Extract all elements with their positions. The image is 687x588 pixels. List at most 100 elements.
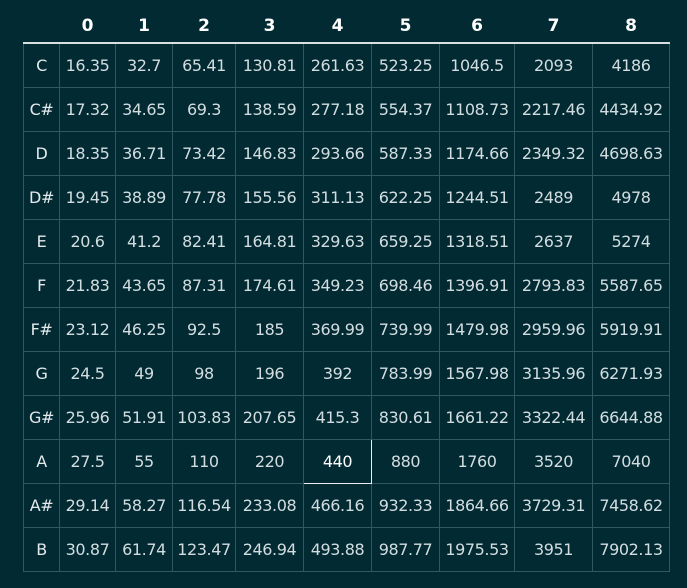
frequency-cell[interactable]: 369.99	[303, 307, 372, 352]
frequency-cell[interactable]: 7902.13	[592, 527, 670, 572]
frequency-cell[interactable]: 830.61	[371, 395, 440, 440]
frequency-cell[interactable]: 36.71	[115, 131, 173, 176]
frequency-cell[interactable]: 3520	[514, 439, 593, 484]
frequency-cell[interactable]: 164.81	[235, 219, 304, 264]
frequency-cell[interactable]: 196	[235, 351, 304, 396]
frequency-cell[interactable]: 554.37	[371, 87, 440, 132]
frequency-cell[interactable]: 2217.46	[514, 87, 593, 132]
frequency-cell[interactable]: 98	[172, 351, 236, 396]
frequency-cell[interactable]: 277.18	[303, 87, 372, 132]
frequency-cell[interactable]: 1244.51	[439, 175, 515, 220]
frequency-cell[interactable]: 207.65	[235, 395, 304, 440]
frequency-cell[interactable]: 4186	[592, 42, 670, 88]
frequency-cell[interactable]: 116.54	[172, 483, 236, 528]
frequency-cell[interactable]: 155.56	[235, 175, 304, 220]
frequency-cell[interactable]: 987.77	[371, 527, 440, 572]
frequency-cell[interactable]: 392	[303, 351, 372, 396]
frequency-cell[interactable]: 3135.96	[514, 351, 593, 396]
frequency-cell[interactable]: 1108.73	[439, 87, 515, 132]
frequency-cell[interactable]: 138.59	[235, 87, 304, 132]
frequency-cell[interactable]: 174.61	[235, 263, 304, 308]
frequency-cell[interactable]: 3322.44	[514, 395, 593, 440]
frequency-cell[interactable]: 220	[235, 439, 304, 484]
frequency-cell[interactable]: 61.74	[115, 527, 173, 572]
frequency-cell[interactable]: 2349.32	[514, 131, 593, 176]
frequency-cell[interactable]: 19.45	[59, 175, 116, 220]
frequency-cell[interactable]: 5587.65	[592, 263, 670, 308]
frequency-cell[interactable]: 246.94	[235, 527, 304, 572]
frequency-cell[interactable]: 739.99	[371, 307, 440, 352]
frequency-cell[interactable]: 5919.91	[592, 307, 670, 352]
frequency-cell[interactable]: 2959.96	[514, 307, 593, 352]
frequency-cell[interactable]: 38.89	[115, 175, 173, 220]
frequency-cell[interactable]: 1760	[439, 439, 515, 484]
frequency-cell[interactable]: 659.25	[371, 219, 440, 264]
frequency-cell[interactable]: 1661.22	[439, 395, 515, 440]
frequency-cell[interactable]: 493.88	[303, 527, 372, 572]
frequency-cell-selected[interactable]: 440	[303, 439, 372, 484]
frequency-cell[interactable]: 27.5	[59, 439, 116, 484]
frequency-cell[interactable]: 1975.53	[439, 527, 515, 572]
frequency-cell[interactable]: 1864.66	[439, 483, 515, 528]
frequency-cell[interactable]: 18.35	[59, 131, 116, 176]
frequency-cell[interactable]: 110	[172, 439, 236, 484]
frequency-cell[interactable]: 783.99	[371, 351, 440, 396]
frequency-cell[interactable]: 20.6	[59, 219, 116, 264]
frequency-cell[interactable]: 880	[371, 439, 440, 484]
frequency-cell[interactable]: 7040	[592, 439, 670, 484]
frequency-cell[interactable]: 103.83	[172, 395, 236, 440]
frequency-cell[interactable]: 2093	[514, 42, 593, 88]
frequency-cell[interactable]: 16.35	[59, 42, 116, 88]
frequency-cell[interactable]: 261.63	[303, 42, 372, 88]
frequency-cell[interactable]: 4698.63	[592, 131, 670, 176]
frequency-cell[interactable]: 3729.31	[514, 483, 593, 528]
frequency-cell[interactable]: 698.46	[371, 263, 440, 308]
frequency-cell[interactable]: 46.25	[115, 307, 173, 352]
frequency-cell[interactable]: 2637	[514, 219, 593, 264]
frequency-cell[interactable]: 77.78	[172, 175, 236, 220]
frequency-cell[interactable]: 34.65	[115, 87, 173, 132]
frequency-cell[interactable]: 30.87	[59, 527, 116, 572]
frequency-cell[interactable]: 87.31	[172, 263, 236, 308]
frequency-cell[interactable]: 293.66	[303, 131, 372, 176]
frequency-cell[interactable]: 23.12	[59, 307, 116, 352]
frequency-cell[interactable]: 932.33	[371, 483, 440, 528]
frequency-cell[interactable]: 29.14	[59, 483, 116, 528]
frequency-cell[interactable]: 466.16	[303, 483, 372, 528]
frequency-cell[interactable]: 1318.51	[439, 219, 515, 264]
frequency-cell[interactable]: 1567.98	[439, 351, 515, 396]
frequency-cell[interactable]: 185	[235, 307, 304, 352]
frequency-cell[interactable]: 311.13	[303, 175, 372, 220]
frequency-cell[interactable]: 233.08	[235, 483, 304, 528]
frequency-cell[interactable]: 4978	[592, 175, 670, 220]
frequency-cell[interactable]: 92.5	[172, 307, 236, 352]
frequency-cell[interactable]: 32.7	[115, 42, 173, 88]
frequency-cell[interactable]: 415.3	[303, 395, 372, 440]
frequency-cell[interactable]: 622.25	[371, 175, 440, 220]
frequency-cell[interactable]: 523.25	[371, 42, 440, 88]
frequency-cell[interactable]: 329.63	[303, 219, 372, 264]
frequency-cell[interactable]: 55	[115, 439, 173, 484]
frequency-cell[interactable]: 1174.66	[439, 131, 515, 176]
frequency-cell[interactable]: 3951	[514, 527, 593, 572]
frequency-cell[interactable]: 7458.62	[592, 483, 670, 528]
frequency-cell[interactable]: 51.91	[115, 395, 173, 440]
frequency-cell[interactable]: 6644.88	[592, 395, 670, 440]
frequency-cell[interactable]: 1396.91	[439, 263, 515, 308]
frequency-cell[interactable]: 65.41	[172, 42, 236, 88]
frequency-cell[interactable]: 49	[115, 351, 173, 396]
frequency-cell[interactable]: 2489	[514, 175, 593, 220]
frequency-cell[interactable]: 1479.98	[439, 307, 515, 352]
frequency-cell[interactable]: 2793.83	[514, 263, 593, 308]
frequency-cell[interactable]: 82.41	[172, 219, 236, 264]
frequency-cell[interactable]: 17.32	[59, 87, 116, 132]
frequency-cell[interactable]: 146.83	[235, 131, 304, 176]
frequency-cell[interactable]: 43.65	[115, 263, 173, 308]
frequency-cell[interactable]: 21.83	[59, 263, 116, 308]
frequency-cell[interactable]: 587.33	[371, 131, 440, 176]
frequency-cell[interactable]: 69.3	[172, 87, 236, 132]
frequency-cell[interactable]: 1046.5	[439, 42, 515, 88]
frequency-cell[interactable]: 25.96	[59, 395, 116, 440]
frequency-cell[interactable]: 349.23	[303, 263, 372, 308]
frequency-cell[interactable]: 123.47	[172, 527, 236, 572]
